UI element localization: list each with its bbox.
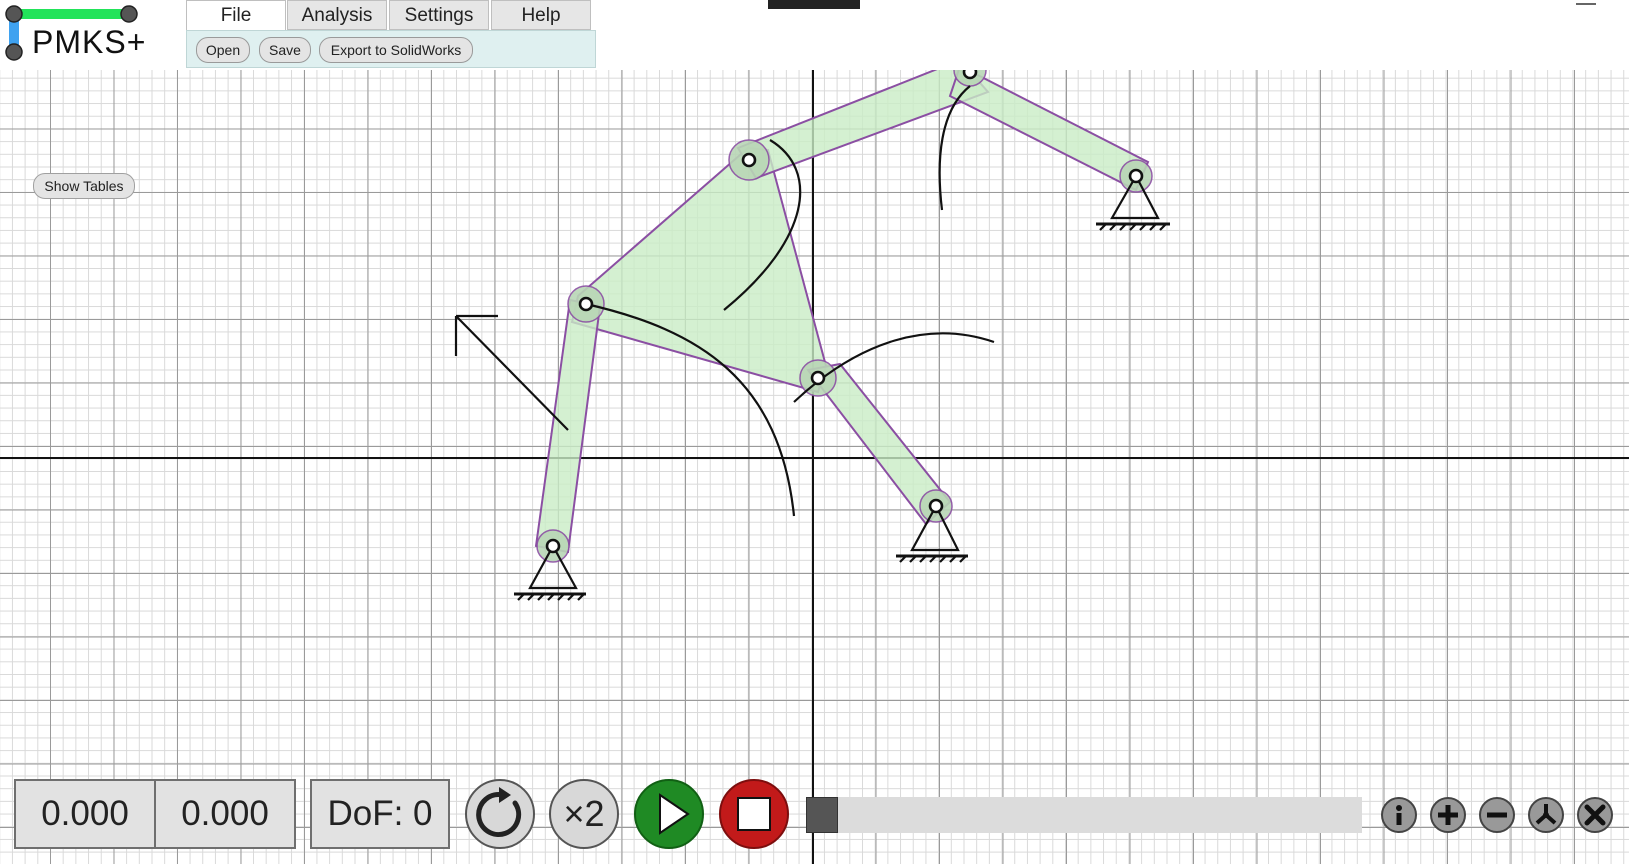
ground-left (514, 543, 586, 601)
x-coordinate-readout: 0.000 (14, 779, 156, 849)
open-button[interactable]: Open (196, 37, 250, 63)
ground-right (1096, 173, 1170, 231)
logo: PMKS+ (4, 4, 147, 64)
center-view-button[interactable] (1528, 797, 1564, 833)
zoom-in-icon (1438, 805, 1458, 825)
tab-file[interactable]: File (186, 0, 286, 30)
speed-label: ×2 (563, 793, 605, 834)
speed-multiplier-button[interactable]: ×2 (549, 779, 619, 849)
save-button[interactable]: Save (259, 37, 311, 63)
ternary-link[interactable] (570, 146, 828, 394)
export-solidworks-button[interactable]: Export to SolidWorks (319, 37, 473, 63)
stop-button[interactable] (719, 779, 789, 849)
mechanism-canvas[interactable]: Show Tables (0, 70, 1629, 864)
zoom-out-icon (1487, 812, 1507, 818)
rotate-direction-button[interactable] (465, 779, 535, 849)
force-arrow[interactable] (454, 314, 569, 431)
file-toolbar: Open Save Export to SolidWorks (186, 30, 596, 68)
tab-help[interactable]: Help (491, 0, 591, 30)
panel-drag-handle[interactable] (768, 0, 1596, 9)
joints[interactable] (545, 70, 1144, 554)
play-button[interactable] (634, 779, 704, 849)
y-coordinate-readout: 0.000 (154, 779, 296, 849)
rotate-icon (476, 787, 522, 838)
animation-progress-thumb[interactable] (806, 797, 838, 833)
dof-readout: DoF: 0 (310, 779, 450, 849)
zoom-in-button[interactable] (1430, 797, 1466, 833)
logo-text: PMKS+ (32, 24, 147, 60)
close-button[interactable] (1577, 797, 1613, 833)
menu-bar: File Analysis Settings Help (186, 0, 596, 68)
left-crank-link[interactable] (534, 298, 602, 554)
show-tables-button[interactable]: Show Tables (33, 173, 135, 199)
tab-settings[interactable]: Settings (389, 0, 489, 30)
mechanism-drawing[interactable] (0, 70, 1629, 864)
ground-middle (896, 503, 968, 563)
app-header: PMKS+ File Analysis Settings Help Open S… (0, 0, 1629, 70)
animation-progress-track[interactable] (806, 797, 1362, 833)
zoom-out-button[interactable] (1479, 797, 1515, 833)
info-button[interactable] (1381, 797, 1417, 833)
center-icon (1535, 804, 1557, 825)
close-icon (1584, 804, 1606, 826)
play-icon (659, 793, 690, 835)
info-icon (1396, 805, 1402, 825)
stop-icon (737, 797, 771, 831)
logo-mark-icon (5, 5, 138, 61)
tab-analysis[interactable]: Analysis (287, 0, 387, 30)
